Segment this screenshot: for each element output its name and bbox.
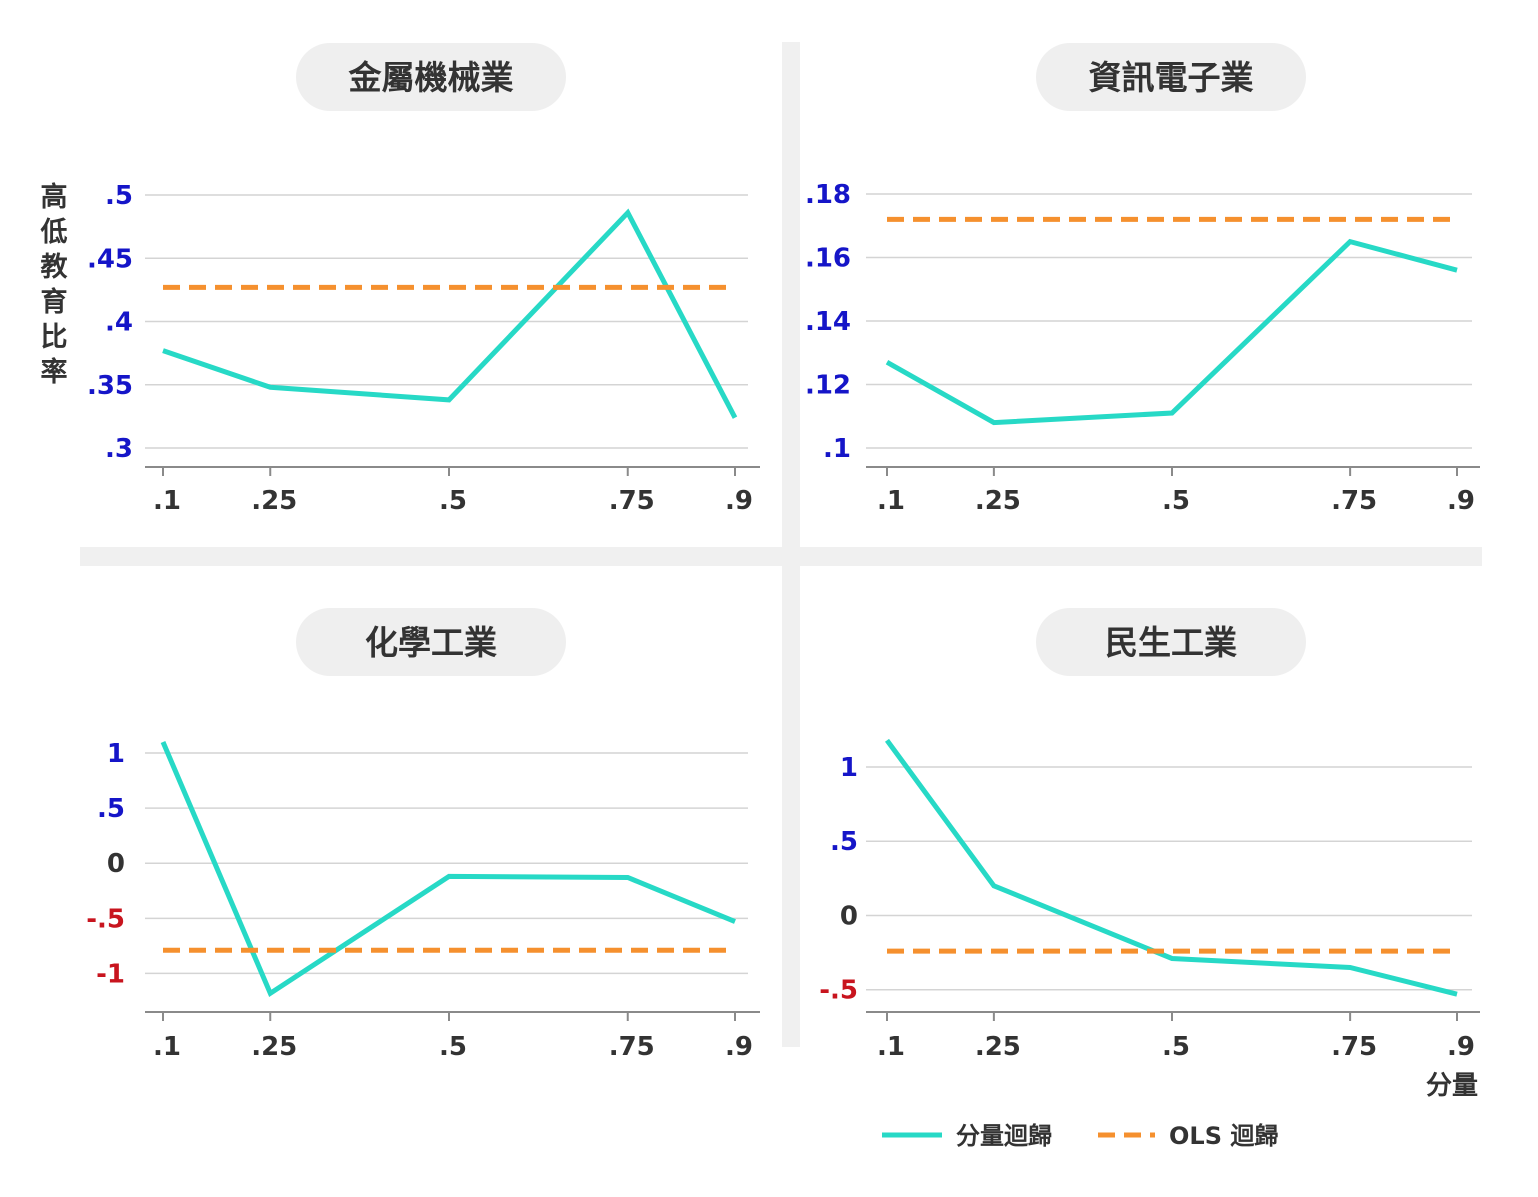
y-axis-label-char: 低 (40, 217, 68, 248)
x-tick-label: .9 (1447, 1032, 1475, 1062)
x-tick-label: .25 (975, 486, 1021, 516)
y-tick-label: -.5 (819, 976, 858, 1006)
y-tick-label: .45 (87, 244, 133, 274)
panel-title-pill (1036, 608, 1306, 676)
x-tick-label: .5 (1162, 486, 1190, 516)
y-axis-label-char: 教 (41, 252, 68, 283)
legend: 分量迴歸 OLS 迴歸 (882, 1122, 1278, 1150)
y-tick-label: -.5 (86, 904, 125, 934)
x-tick-label: .1 (153, 1032, 181, 1062)
y-tick-label: .5 (97, 794, 125, 824)
x-tick-label: .5 (439, 486, 467, 516)
y-tick-label: .5 (105, 181, 133, 211)
y-tick-label: 0 (107, 849, 125, 879)
x-tick-label: .1 (877, 1032, 905, 1062)
quantile-regression-line (160, 741, 736, 998)
panel-title-pill (296, 608, 566, 676)
panel-electronics: 資訊電子業 .18 .16 .14 .12 .1 .1 .25 .5 .75 .9 (805, 43, 1480, 516)
y-tick-label: .14 (805, 307, 851, 337)
horizontal-divider (80, 547, 1482, 566)
x-axis-unit: 分量 (1426, 1071, 1478, 1101)
x-tick-label: .25 (975, 1032, 1021, 1062)
x-tick-label: .1 (877, 486, 905, 516)
x-tick-label: .9 (725, 1032, 753, 1062)
panel-consumer-goods: 民生工業 1 .5 0 -.5 .1 .25 .5 .75 .9 (819, 608, 1480, 1062)
y-axis-label-char: 比 (41, 322, 68, 353)
y-tick-label: -1 (96, 959, 125, 989)
quantile-regression-line (162, 208, 738, 419)
x-tick-label: .75 (1331, 1032, 1377, 1062)
x-tick-label: .5 (1162, 1032, 1190, 1062)
legend-ols-label: OLS 迴歸 (1169, 1122, 1278, 1150)
x-tick-label: .75 (609, 486, 655, 516)
y-axis-label-char: 高 (41, 181, 68, 213)
y-tick-label: 0 (840, 901, 858, 931)
panel-metal-machinery: 金屬機械業 .5 .45 .4 .35 .3 .1 .25 .5 .75 .9 (87, 43, 760, 516)
y-axis-label-char: 育 (41, 286, 68, 318)
y-tick-label: .3 (105, 434, 133, 464)
y-tick-label: .18 (805, 180, 851, 210)
y-tick-label: .12 (805, 370, 851, 400)
x-tick-label: .9 (725, 486, 753, 516)
panel-title: 民生工業 (1105, 623, 1237, 662)
panel-title: 金屬機械業 (348, 58, 514, 97)
legend-quantile-label: 分量迴歸 (956, 1122, 1052, 1150)
y-tick-label: .16 (805, 243, 851, 273)
x-tick-label: .9 (1447, 486, 1475, 516)
x-tick-label: .1 (153, 486, 181, 516)
x-tick-label: .25 (251, 486, 297, 516)
quantile-regression-line (885, 238, 1458, 426)
vertical-divider (782, 42, 800, 1047)
panel-title: 資訊電子業 (1089, 58, 1254, 97)
x-tick-label: .75 (1331, 486, 1377, 516)
x-tick-label: .75 (609, 1032, 655, 1062)
panel-title: 化學工業 (365, 623, 497, 662)
panel-title-pill (296, 43, 566, 111)
y-axis-label-char: 率 (41, 356, 68, 388)
y-tick-label: .4 (105, 308, 133, 338)
x-tick-label: .5 (439, 1032, 467, 1062)
y-tick-label: .5 (830, 827, 858, 857)
panel-chemical: 化學工業 1 .5 0 -.5 -1 .1 .25 .5 .75 .9 (86, 608, 760, 1062)
y-tick-label: 1 (107, 739, 125, 769)
y-tick-label: 1 (840, 753, 858, 783)
quantile-regression-line (884, 738, 1458, 997)
panel-title-pill (1036, 43, 1306, 111)
x-tick-label: .25 (251, 1032, 297, 1062)
y-tick-label: .1 (823, 434, 851, 464)
y-tick-label: .35 (87, 371, 133, 401)
